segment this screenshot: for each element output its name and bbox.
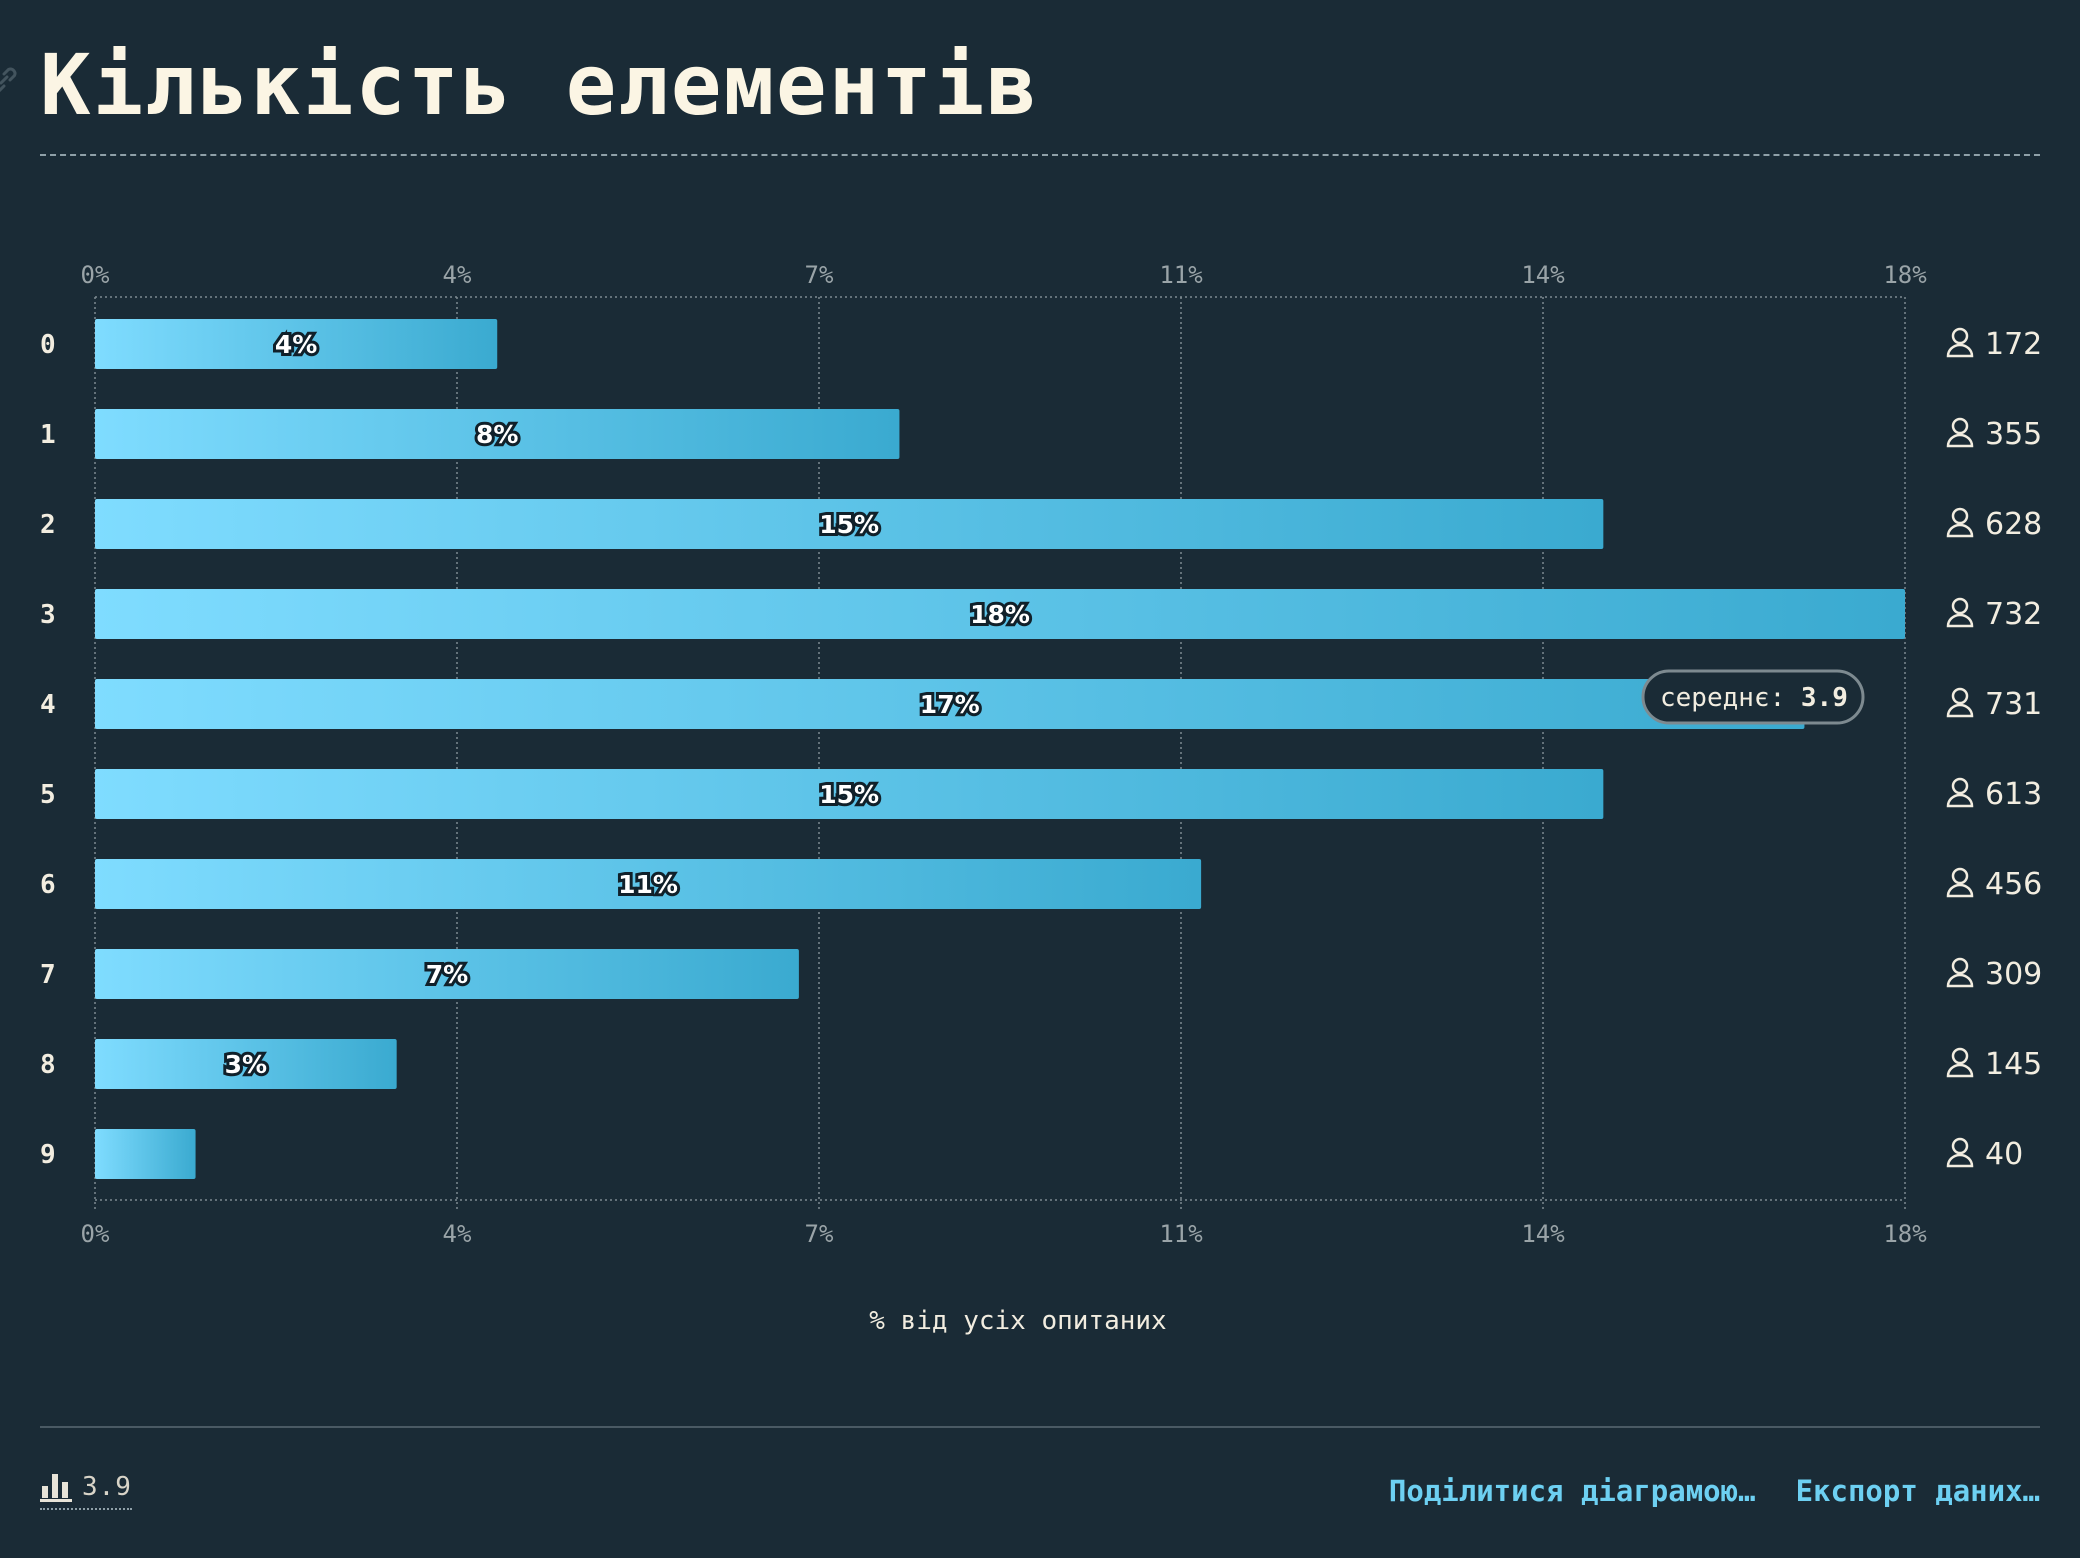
bar[interactable] bbox=[95, 1039, 397, 1089]
share-chart-link[interactable]: Поділитися діаграмою… bbox=[1388, 1474, 1756, 1508]
mean-value: 3.9 bbox=[1801, 683, 1848, 713]
bar[interactable] bbox=[95, 859, 1202, 909]
x-tick-label-top: 11% bbox=[1159, 261, 1203, 289]
respondent-count: 732 bbox=[1985, 597, 2042, 632]
x-tick-label-top: 14% bbox=[1521, 261, 1565, 289]
person-icon bbox=[1946, 1137, 1974, 1168]
x-tick-label-bottom: 11% bbox=[1159, 1220, 1203, 1248]
category-label: 1 bbox=[40, 420, 56, 450]
bar-value-label: 17% bbox=[920, 690, 980, 719]
mean-badge: середнє: 3.9 bbox=[1641, 669, 1865, 725]
x-axis-title: % від усіх опитаних bbox=[869, 1306, 1167, 1336]
respondent-count: 628 bbox=[1985, 507, 2042, 542]
bar[interactable] bbox=[95, 409, 900, 459]
bar[interactable] bbox=[95, 679, 1805, 729]
mean-stat-value: 3.9 bbox=[82, 1472, 132, 1502]
respondent-count: 40 bbox=[1985, 1137, 2023, 1172]
bars bbox=[95, 319, 1905, 1179]
person-icon bbox=[1946, 417, 1974, 448]
x-tick-label-top: 4% bbox=[443, 261, 472, 289]
person-icon bbox=[1946, 597, 1974, 628]
respondent-count: 456 bbox=[1985, 867, 2042, 902]
bar-value-label: 15% bbox=[819, 510, 879, 539]
category-label: 2 bbox=[40, 510, 56, 540]
x-tick-label-top: 0% bbox=[81, 261, 110, 289]
bar[interactable] bbox=[95, 1129, 196, 1179]
bar-value-label: 11% bbox=[618, 870, 678, 899]
respondent-count: 613 bbox=[1985, 777, 2042, 812]
bar[interactable] bbox=[95, 949, 799, 999]
x-tick-label-top: 7% bbox=[805, 261, 834, 289]
category-label: 4 bbox=[40, 690, 56, 720]
bar-value-label: 4% bbox=[275, 330, 317, 359]
x-tick-label-top: 18% bbox=[1883, 261, 1927, 289]
bar-value-label: 7% bbox=[426, 960, 468, 989]
x-tick-label-bottom: 18% bbox=[1883, 1220, 1927, 1248]
bar[interactable] bbox=[95, 769, 1604, 819]
respondent-count: 355 bbox=[1985, 417, 2042, 452]
person-icon bbox=[1946, 957, 1974, 988]
respondent-count: 731 bbox=[1985, 687, 2042, 722]
person-icon bbox=[1946, 867, 1974, 898]
bar-value-label: 18% bbox=[970, 600, 1030, 629]
x-tick-label-bottom: 4% bbox=[443, 1220, 472, 1248]
respondent-count: 145 bbox=[1985, 1047, 2042, 1082]
category-label: 3 bbox=[40, 600, 56, 630]
bar[interactable] bbox=[95, 589, 1905, 639]
bar-value-label: 8% bbox=[476, 420, 518, 449]
link-icon[interactable] bbox=[0, 62, 22, 98]
respondent-count: 309 bbox=[1985, 957, 2042, 992]
category-label: 7 bbox=[40, 960, 56, 990]
respondent-count: 172 bbox=[1985, 327, 2042, 362]
x-tick-label-bottom: 14% bbox=[1521, 1220, 1565, 1248]
person-icon bbox=[1946, 777, 1974, 808]
grid-lines bbox=[94, 296, 1906, 1210]
footer-divider bbox=[40, 1426, 2040, 1428]
category-label: 5 bbox=[40, 780, 56, 810]
person-icon bbox=[1946, 1047, 1974, 1078]
mean-label: середнє: 3.9 bbox=[1660, 683, 1848, 713]
bar[interactable] bbox=[95, 319, 498, 369]
bar-chart-icon bbox=[40, 1474, 72, 1502]
category-label: 0 bbox=[40, 330, 56, 360]
mean-stat[interactable]: 3.9 bbox=[40, 1472, 132, 1510]
bar-value-label: 3% bbox=[225, 1050, 267, 1079]
person-icon bbox=[1946, 327, 1974, 358]
title-divider bbox=[40, 154, 2040, 156]
export-data-link[interactable]: Експорт даних… bbox=[1795, 1474, 2040, 1508]
x-tick-label-bottom: 0% bbox=[81, 1220, 110, 1248]
bar-value-label: 15% bbox=[819, 780, 879, 809]
category-label: 8 bbox=[40, 1050, 56, 1080]
category-label: 6 bbox=[40, 870, 56, 900]
x-tick-label-bottom: 7% bbox=[805, 1220, 834, 1248]
page-title: Кількість елементів bbox=[40, 36, 1039, 134]
bar[interactable] bbox=[95, 499, 1604, 549]
person-icon bbox=[1946, 687, 1974, 718]
category-label: 9 bbox=[40, 1140, 56, 1170]
person-icon bbox=[1946, 507, 1974, 538]
